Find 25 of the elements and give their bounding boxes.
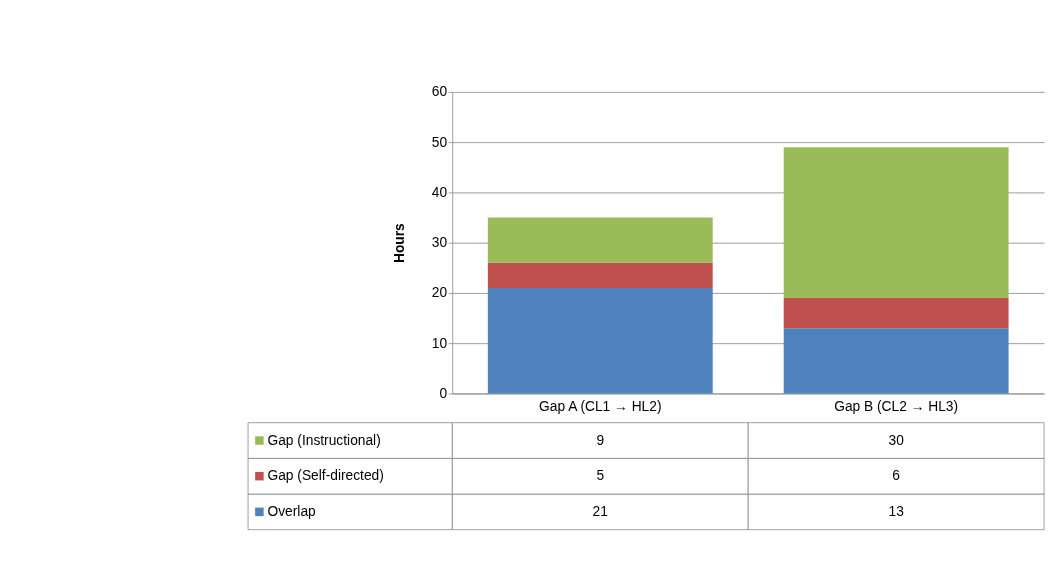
legend-label: Gap (Instructional) xyxy=(267,432,381,448)
data-label: 6 xyxy=(892,468,901,484)
y-tick-label: 0 xyxy=(439,385,448,401)
y-tick-label: 30 xyxy=(431,235,448,251)
bar xyxy=(487,217,713,263)
data-label: 9 xyxy=(596,432,605,448)
legend-label: Gap (Self-directed) xyxy=(267,468,384,484)
y-tick-label: 10 xyxy=(431,335,448,351)
bar xyxy=(783,328,1009,394)
data-label: 13 xyxy=(888,503,905,519)
bar xyxy=(783,147,1009,299)
bar xyxy=(487,287,713,394)
legend-label: Overlap xyxy=(267,503,317,519)
data-label: 5 xyxy=(596,468,605,484)
data-label: 30 xyxy=(888,432,905,448)
x-tick-label: Gap B (CL2 → HL3) xyxy=(834,398,959,414)
y-tick-label: 60 xyxy=(431,84,448,100)
x-tick-label: Gap A (CL1 → HL2) xyxy=(539,398,662,414)
y-tick-label: 50 xyxy=(431,134,448,150)
bar xyxy=(487,262,713,288)
y-tick-label: 40 xyxy=(431,184,448,200)
y-axis-title: Hours xyxy=(392,222,408,264)
y-tick-label: 20 xyxy=(431,285,448,301)
bar xyxy=(783,298,1009,329)
data-label: 21 xyxy=(592,503,608,519)
